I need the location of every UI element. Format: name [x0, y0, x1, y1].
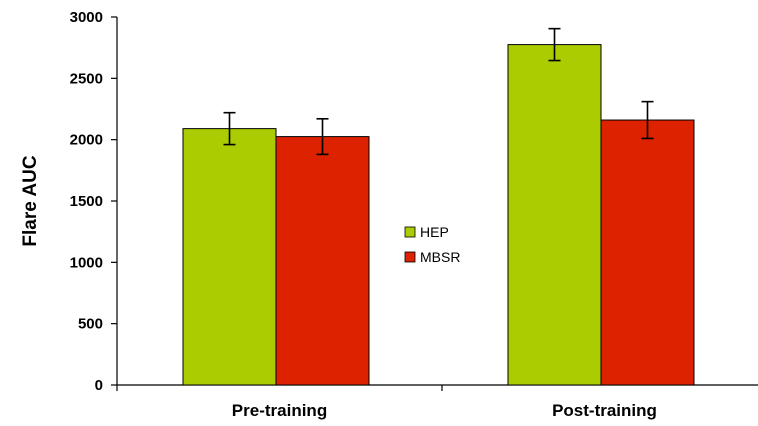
- bar-hep-post-training: [507, 44, 602, 386]
- y-tick-label: 2500: [70, 70, 103, 87]
- legend-label-mbsr: MBSR: [420, 249, 460, 265]
- x-category-label: Pre-training: [232, 401, 327, 420]
- y-axis-title: Flare AUC: [20, 155, 41, 246]
- legend-swatch-mbsr: [404, 251, 416, 263]
- y-tick-label: 500: [78, 316, 103, 333]
- y-tick-label: 0: [95, 377, 103, 394]
- x-category-label: Post-training: [552, 401, 657, 420]
- y-tick-label: 1500: [70, 193, 103, 210]
- bar-mbsr-post-training: [600, 119, 695, 386]
- y-tick-label: 3000: [70, 9, 103, 26]
- y-tick-label: 2000: [70, 132, 103, 149]
- y-tick-label: 1000: [70, 254, 103, 271]
- plot-area: 0 500 1000 1500 2000 2500 3000 Pre-training Post…: [70, 9, 758, 420]
- bar-hep-pre-training: [182, 128, 277, 386]
- bar-mbsr-pre-training: [275, 136, 370, 386]
- legend-swatch-hep: [404, 226, 416, 238]
- legend-label-hep: HEP: [420, 224, 449, 240]
